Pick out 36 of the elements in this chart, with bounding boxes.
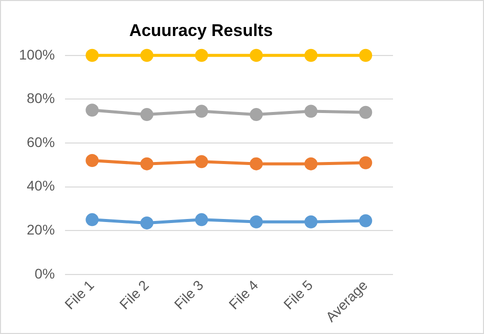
y-tick-label: 20%	[26, 221, 55, 238]
point	[86, 104, 99, 117]
point	[359, 156, 372, 170]
point	[195, 48, 208, 62]
point	[250, 215, 263, 228]
y-tick-label: 80%	[26, 90, 55, 106]
x-tick-label: File 1	[61, 276, 98, 312]
point	[140, 108, 154, 122]
point	[86, 213, 99, 226]
point	[359, 48, 372, 62]
point	[140, 48, 154, 62]
y-tick-label: 60%	[26, 134, 55, 150]
point	[250, 108, 263, 122]
point	[359, 214, 372, 228]
point	[304, 48, 318, 62]
y-tick-label: 40%	[26, 178, 55, 194]
chart-title: Acuuracy Results	[129, 20, 273, 40]
point	[86, 154, 99, 168]
x-tick-label: File 2	[116, 276, 152, 312]
point	[140, 157, 154, 170]
x-tick-label: File 4	[226, 276, 262, 312]
point	[86, 48, 99, 62]
point	[304, 215, 318, 228]
point	[195, 155, 208, 168]
point	[195, 104, 208, 118]
point	[304, 104, 318, 118]
point	[250, 157, 263, 170]
y-tick-label: 0%	[34, 265, 55, 282]
point	[195, 213, 208, 226]
point	[304, 157, 318, 170]
x-tick-label: File 5	[280, 276, 316, 312]
x-tick-label: File 3	[170, 276, 207, 312]
point	[140, 216, 154, 230]
point	[250, 48, 263, 62]
y-tick-label: 100%	[18, 46, 55, 62]
point	[359, 106, 372, 119]
